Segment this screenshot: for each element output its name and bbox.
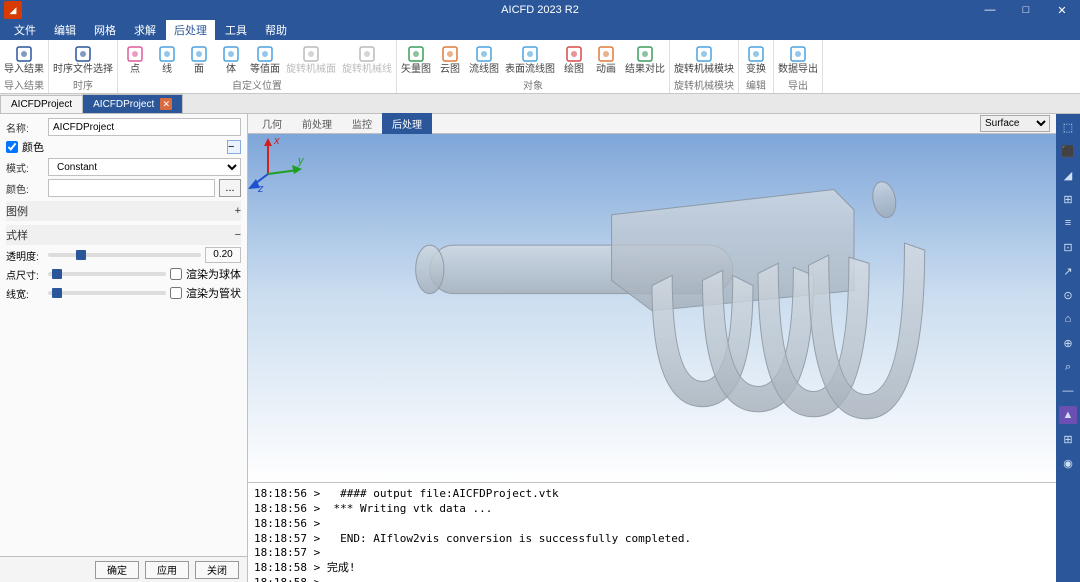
svg-text:y: y bbox=[297, 155, 305, 167]
ribbon-时序文件选择[interactable]: 时序文件选择 bbox=[53, 44, 113, 75]
menu-帮助[interactable]: 帮助 bbox=[257, 20, 295, 40]
svg-text:z: z bbox=[257, 183, 264, 194]
view-tabs: 几何前处理监控后处理 Surface bbox=[248, 114, 1056, 134]
color-expand-icon[interactable]: − bbox=[227, 140, 241, 154]
menu-工具[interactable]: 工具 bbox=[217, 20, 255, 40]
ribbon-动画[interactable]: 动画 bbox=[593, 44, 619, 75]
colorfield-label: 颜色: bbox=[6, 181, 44, 196]
ok-button[interactable]: 确定 bbox=[95, 561, 139, 579]
ribbon-流线图[interactable]: 流线图 bbox=[469, 44, 499, 75]
menu-求解[interactable]: 求解 bbox=[126, 20, 164, 40]
doc-tab[interactable]: AICFDProject bbox=[0, 95, 83, 113]
display-mode-select[interactable]: Surface bbox=[980, 115, 1050, 132]
opacity-value[interactable]: 0.20 bbox=[205, 247, 241, 263]
right-tool-12[interactable]: ▲ bbox=[1059, 406, 1077, 424]
menu-后处理[interactable]: 后处理 bbox=[166, 20, 215, 40]
ribbon-变换[interactable]: 变换 bbox=[743, 44, 769, 75]
name-input[interactable] bbox=[48, 118, 241, 136]
right-tool-3[interactable]: ⊞ bbox=[1059, 190, 1077, 208]
right-tool-2[interactable]: ◢ bbox=[1059, 166, 1077, 184]
ribbon-旋转机械模块[interactable]: 旋转机械模块 bbox=[674, 44, 734, 75]
linewidth-slider[interactable] bbox=[48, 291, 166, 295]
menu-网格[interactable]: 网格 bbox=[86, 20, 124, 40]
console-output[interactable]: 18:18:56 > #### output file:AICFDProject… bbox=[248, 482, 1056, 582]
ribbon-旋转机械线[interactable]: 旋转机械线 bbox=[342, 44, 392, 75]
color-chk-label: 颜色 bbox=[22, 139, 44, 155]
ribbon-导入结果[interactable]: 导入结果 bbox=[4, 44, 44, 75]
view-tab-后处理[interactable]: 后处理 bbox=[382, 113, 432, 134]
opacity-label: 透明度: bbox=[6, 248, 44, 263]
pointsize-label: 点尺寸: bbox=[6, 267, 44, 282]
style-expand-icon[interactable]: − bbox=[235, 229, 241, 241]
right-tool-5[interactable]: ⊡ bbox=[1059, 238, 1077, 256]
title-bar: ◢ AICFD 2023 R2 — □ ✕ bbox=[0, 0, 1080, 20]
ribbon-线[interactable]: 线 bbox=[154, 44, 180, 75]
style-header: 式样 bbox=[6, 227, 28, 243]
color-picker-button[interactable]: ... bbox=[219, 179, 241, 197]
minimize-button[interactable]: — bbox=[972, 0, 1008, 20]
right-tool-13[interactable]: ⊞ bbox=[1059, 430, 1077, 448]
right-tool-1[interactable]: ⬛ bbox=[1059, 142, 1077, 160]
right-tool-0[interactable]: ⬚ bbox=[1059, 118, 1077, 136]
ribbon-等值面[interactable]: 等值面 bbox=[250, 44, 280, 75]
close-panel-button[interactable]: 关闭 bbox=[195, 561, 239, 579]
right-tool-6[interactable]: ↗ bbox=[1059, 262, 1077, 280]
menu-文件[interactable]: 文件 bbox=[6, 20, 44, 40]
ribbon-结果对比[interactable]: 结果对比 bbox=[625, 44, 665, 75]
legend-expand-icon[interactable]: + bbox=[235, 205, 241, 217]
close-button[interactable]: ✕ bbox=[1044, 0, 1080, 20]
mode-select[interactable]: Constant bbox=[48, 158, 241, 176]
colorfield-input[interactable] bbox=[48, 179, 215, 197]
ribbon-旋转机械面[interactable]: 旋转机械面 bbox=[286, 44, 336, 75]
apply-button[interactable]: 应用 bbox=[145, 561, 189, 579]
sphere-checkbox[interactable] bbox=[170, 268, 182, 280]
legend-header: 图例 bbox=[6, 203, 28, 219]
color-checkbox[interactable] bbox=[6, 141, 18, 153]
menu-编辑[interactable]: 编辑 bbox=[46, 20, 84, 40]
mode-label: 模式: bbox=[6, 160, 44, 175]
right-tool-8[interactable]: ⌂ bbox=[1059, 310, 1077, 328]
tab-close-icon[interactable]: ✕ bbox=[160, 98, 172, 110]
right-tool-9[interactable]: ⊕ bbox=[1059, 334, 1077, 352]
ribbon-矢量图[interactable]: 矢量图 bbox=[401, 44, 431, 75]
ribbon-绘图[interactable]: 绘图 bbox=[561, 44, 587, 75]
app-title: AICFD 2023 R2 bbox=[501, 4, 579, 16]
right-toolbar: ⬚ ⬛ ◢ ⊞ ≡ ⊡ ↗ ⊙ ⌂ ⊕ ⌕ — ▲ ⊞ ◉ bbox=[1056, 114, 1080, 582]
3d-viewport[interactable]: x y z bbox=[248, 134, 1056, 482]
app-logo: ◢ bbox=[4, 1, 22, 19]
ribbon-面[interactable]: 面 bbox=[186, 44, 212, 75]
doc-tab[interactable]: AICFDProject✕ bbox=[82, 94, 183, 113]
ribbon-表面流线图[interactable]: 表面流线图 bbox=[505, 44, 555, 75]
opacity-slider[interactable] bbox=[48, 253, 201, 257]
ribbon-点[interactable]: 点 bbox=[122, 44, 148, 75]
ribbon: 导入结果导入结果时序文件选择时序点线面体等值面旋转机械面旋转机械线自定义位置矢量… bbox=[0, 40, 1080, 94]
right-tool-11[interactable]: — bbox=[1059, 382, 1077, 400]
document-tabs: AICFDProjectAICFDProject✕ bbox=[0, 94, 1080, 114]
right-tool-7[interactable]: ⊙ bbox=[1059, 286, 1077, 304]
view-tab-前处理[interactable]: 前处理 bbox=[292, 113, 342, 134]
ribbon-数据导出[interactable]: 数据导出 bbox=[778, 44, 818, 75]
axis-triad: x y z bbox=[248, 134, 308, 194]
right-tool-4[interactable]: ≡ bbox=[1059, 214, 1077, 232]
properties-panel: 名称: 颜色 − 模式: Constant 颜色: ... 图例 + 式样 − 透明… bbox=[0, 114, 248, 582]
name-label: 名称: bbox=[6, 120, 44, 135]
tube-checkbox[interactable] bbox=[170, 287, 182, 299]
linewidth-label: 线宽: bbox=[6, 286, 44, 301]
right-tool-10[interactable]: ⌕ bbox=[1059, 358, 1077, 376]
model-render bbox=[248, 134, 1056, 482]
view-tab-几何[interactable]: 几何 bbox=[252, 113, 292, 134]
view-tab-监控[interactable]: 监控 bbox=[342, 113, 382, 134]
right-tool-14[interactable]: ◉ bbox=[1059, 454, 1077, 472]
svg-text:x: x bbox=[273, 135, 280, 147]
ribbon-云图[interactable]: 云图 bbox=[437, 44, 463, 75]
menu-bar: 文件编辑网格求解后处理工具帮助 bbox=[0, 20, 1080, 40]
maximize-button[interactable]: □ bbox=[1008, 0, 1044, 20]
ribbon-体[interactable]: 体 bbox=[218, 44, 244, 75]
pointsize-slider[interactable] bbox=[48, 272, 166, 276]
